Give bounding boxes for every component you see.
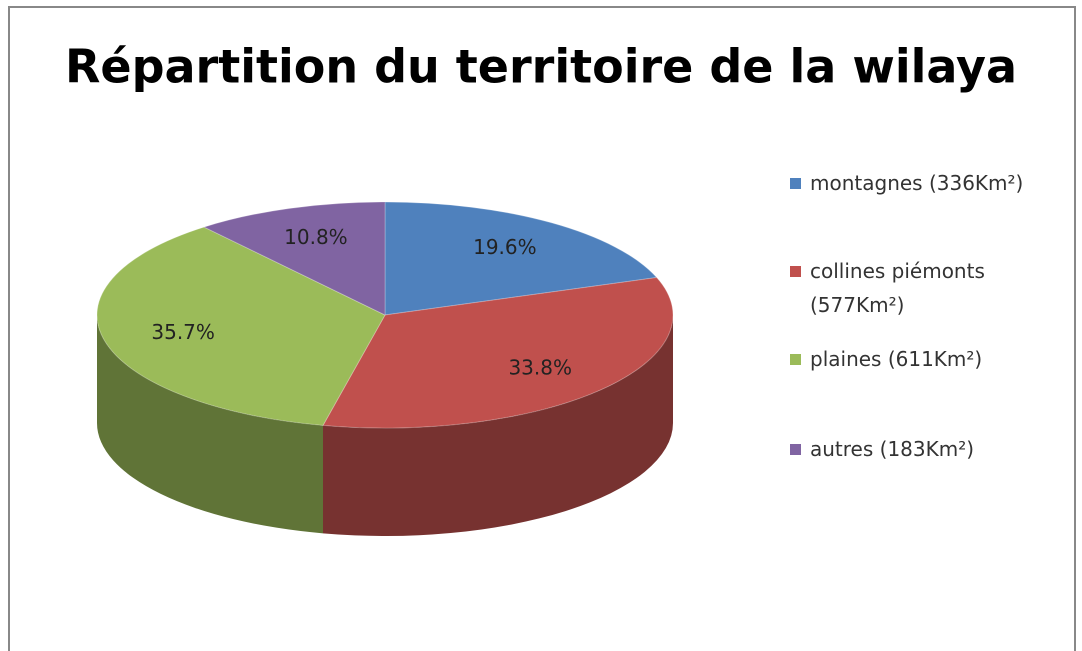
legend-label: montagnes (336Km²) [810, 171, 1024, 195]
data-label: 19.6% [473, 235, 537, 259]
legend-label: autres (183Km²) [810, 437, 975, 461]
legend-swatch [790, 266, 801, 277]
chart-title: Répartition du territoire de la wilaya [65, 40, 1017, 94]
legend-label: collines piémonts (577Km²) [810, 259, 985, 317]
slice-side [97, 315, 323, 534]
slice [202, 201, 386, 316]
legend-swatch [790, 178, 801, 189]
legend-item: plaines (611Km²) [790, 342, 1040, 376]
legend-item: montagnes (336Km²) [790, 166, 1040, 200]
slice-side [322, 315, 673, 536]
data-label: 10.8% [284, 225, 348, 249]
legend: montagnes (336Km²) collines piémonts (577… [790, 166, 1040, 466]
legend-item: autres (183Km²) [790, 432, 1040, 466]
legend-swatch [790, 354, 801, 365]
slice [96, 226, 386, 426]
data-label: 33.8% [508, 355, 572, 379]
slice [322, 276, 674, 429]
slice [384, 201, 658, 316]
legend-label: plaines (611Km²) [810, 347, 983, 371]
legend-swatch [790, 444, 801, 455]
data-label: 35.7% [151, 320, 215, 344]
legend-item: collines piémonts (577Km²) [790, 254, 1040, 322]
